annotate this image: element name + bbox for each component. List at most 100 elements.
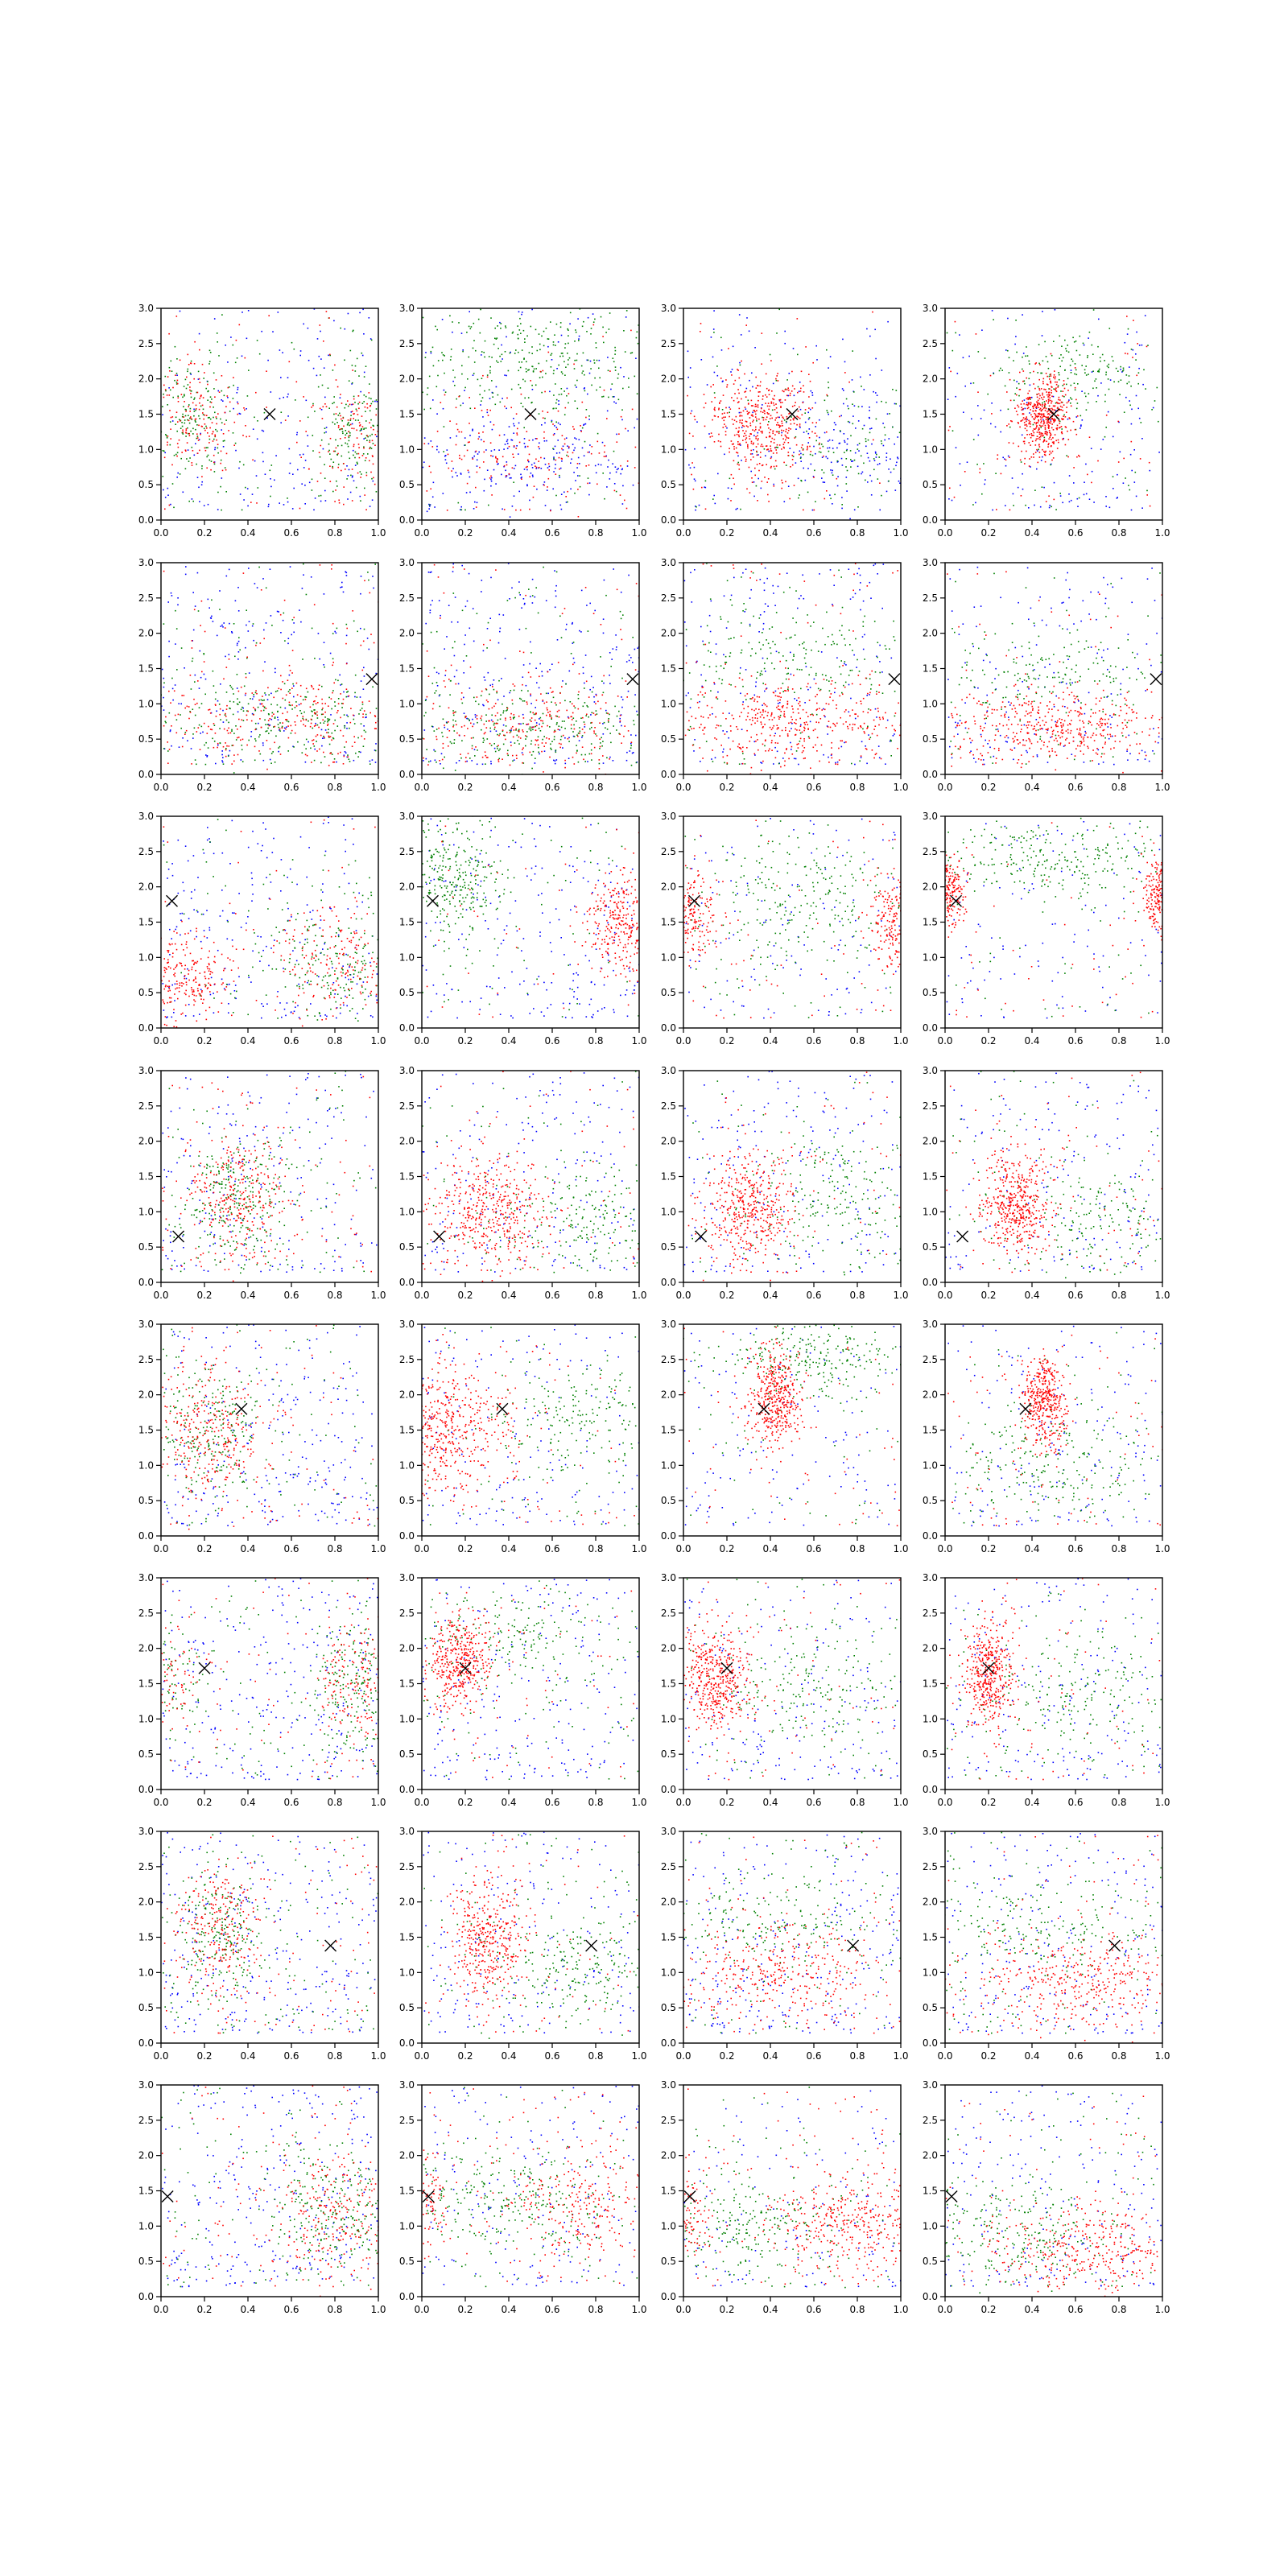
point: [251, 712, 254, 715]
point: [493, 747, 496, 749]
point: [815, 435, 818, 437]
point: [397, 351, 398, 353]
point: [1051, 415, 1054, 417]
point: [443, 389, 445, 391]
point: [1122, 482, 1125, 484]
point: [818, 444, 820, 446]
point: [318, 684, 320, 686]
point: [335, 418, 336, 420]
point: [264, 719, 266, 721]
point: [1132, 349, 1134, 351]
point: [1038, 452, 1041, 453]
point: [299, 350, 302, 352]
point: [777, 380, 779, 382]
point: [239, 493, 242, 495]
point: [547, 411, 549, 413]
point: [336, 386, 339, 388]
point: [964, 385, 966, 387]
point: [1059, 399, 1061, 401]
point: [341, 455, 343, 457]
point: [1030, 414, 1032, 416]
point: [187, 449, 189, 451]
point: [524, 446, 526, 448]
point: [830, 497, 832, 500]
point: [810, 463, 812, 465]
point: [244, 357, 246, 359]
point: [382, 712, 383, 713]
point: [1092, 309, 1095, 311]
point: [786, 379, 788, 381]
point: [206, 427, 208, 429]
point: [852, 460, 854, 462]
point: [184, 449, 187, 451]
point: [362, 308, 364, 311]
point: [369, 338, 372, 340]
point: [265, 622, 267, 624]
point: [531, 578, 534, 580]
point: [1051, 395, 1053, 398]
point: [765, 394, 766, 396]
point: [597, 483, 598, 485]
point: [580, 589, 583, 592]
point: [778, 427, 781, 428]
point: [1009, 399, 1012, 402]
point: [948, 498, 950, 500]
point: [995, 473, 997, 474]
point: [1030, 436, 1032, 439]
point: [1118, 421, 1120, 423]
point: [356, 461, 358, 464]
point: [725, 379, 727, 381]
point: [1036, 426, 1038, 427]
point: [1028, 422, 1030, 424]
point: [1095, 378, 1097, 380]
point: [789, 412, 791, 414]
point: [316, 717, 319, 719]
point: [1034, 387, 1036, 390]
point: [337, 466, 339, 469]
point: [159, 718, 160, 720]
point: [1074, 428, 1076, 431]
point: [500, 328, 502, 329]
point: [1028, 402, 1030, 403]
point: [167, 750, 169, 752]
point: [899, 482, 901, 484]
point: [861, 473, 862, 475]
point: [755, 376, 757, 378]
point: [307, 691, 309, 693]
point: [807, 418, 810, 420]
point: [530, 695, 531, 697]
point: [1067, 378, 1069, 380]
point: [195, 408, 197, 410]
point: [237, 640, 240, 642]
point: [1022, 370, 1025, 372]
point: [766, 436, 767, 439]
point: [208, 436, 210, 437]
point: [188, 419, 190, 422]
point: [590, 368, 592, 369]
point: [194, 681, 196, 683]
point: [426, 510, 428, 513]
point: [490, 576, 492, 579]
point: [180, 703, 182, 705]
point: [481, 410, 483, 411]
point: [193, 727, 196, 729]
point: [757, 385, 759, 386]
point: [844, 372, 846, 374]
point: [237, 610, 240, 612]
point: [347, 312, 349, 315]
y-tick-label: 0.5: [399, 479, 415, 490]
point: [567, 445, 568, 447]
point: [164, 508, 166, 510]
point: [360, 390, 361, 393]
point: [175, 416, 177, 419]
point: [265, 694, 266, 696]
point: [438, 695, 440, 697]
point: [198, 378, 200, 380]
point: [526, 469, 528, 471]
point: [1037, 413, 1039, 415]
point: [461, 373, 463, 375]
point: [191, 390, 192, 392]
point: [237, 413, 238, 415]
point: [314, 700, 316, 702]
point: [217, 390, 219, 392]
